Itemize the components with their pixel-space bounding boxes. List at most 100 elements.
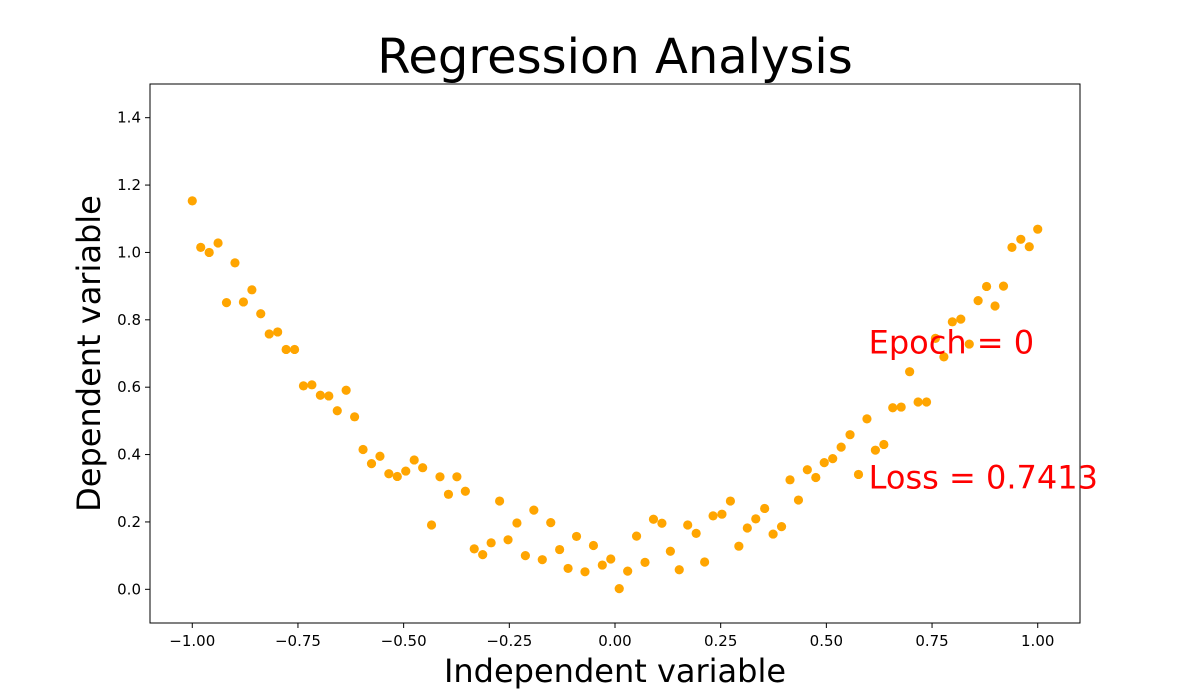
x-tick-label: −1.00 [169,632,215,650]
scatter-point [384,469,394,479]
scatter-point [956,314,966,324]
scatter-point [401,466,411,476]
scatter-point [990,301,1000,311]
scatter-point [273,327,283,337]
x-tick-label: 1.00 [1021,632,1054,650]
annotation-text: Epoch = 0 [869,324,1035,362]
scatter-point [264,329,274,339]
x-tick-label: 0.00 [598,632,631,650]
scatter-point [1016,234,1026,244]
y-tick-label: 0.8 [117,311,141,329]
scatter-point [375,451,385,461]
y-tick-label: 1.4 [117,109,141,127]
scatter-point [392,471,402,482]
scatter-point [691,528,701,538]
chart-title: Regression Analysis [377,29,853,85]
scatter-point [981,281,992,292]
scatter-point [964,339,974,349]
scatter-point [350,412,360,422]
scatter-point [921,397,932,407]
scatter-point [913,397,923,407]
scatter-point [665,546,675,556]
scatter-point [230,258,240,268]
scatter-point [435,472,445,482]
scatter-point [1024,242,1034,252]
y-axis: 0.0 0.2 0.4 0.6 0.8 1.0 1.2 1.4 [117,109,150,598]
scatter-point [657,518,667,528]
scatter-point [426,520,437,530]
annotations: Epoch = 0 Loss = 0.7413 [869,324,1098,497]
scatter-point [648,514,659,524]
x-tick-label: 0.75 [915,632,948,650]
scatter-point [947,317,957,327]
scatter-point [512,518,522,528]
scatter-point [768,529,778,539]
scatter-point [563,563,573,574]
scatter-point [717,509,727,519]
scatter-point [289,344,300,355]
scatter-point [870,445,881,455]
scatter-point [358,444,368,455]
scatter-point [460,486,470,496]
scatter-point [776,522,787,532]
scatter-point [529,505,539,515]
scatter-point [853,469,864,480]
scatter-point [751,514,761,524]
scatter-point [905,367,915,377]
y-tick-label: 1.2 [117,176,141,194]
scatter-point [588,540,599,551]
scatter-point [418,463,428,473]
scatter-point [213,238,223,248]
scatter-point [734,541,744,551]
scatter-point [879,439,889,450]
scatter-point [238,297,249,307]
scatter-point [845,430,855,440]
y-tick-label: 0.0 [117,580,141,598]
scatter-point [631,531,642,541]
scatter-point [862,414,872,424]
x-axis-title: Independent variable [444,652,786,690]
scatter-point [315,390,325,400]
scatter-point [341,385,351,395]
scatter-point [802,465,812,475]
scatter-point [998,281,1009,291]
scatter-point [623,566,633,576]
x-tick-label: 0.50 [810,632,843,650]
scatter-point [896,402,906,412]
scatter-point [597,560,607,570]
scatter-point [298,381,309,391]
x-axis: −1.00 −0.75 −0.50 −0.25 0.00 0.25 0.50 0.75 1.00 [169,623,1054,650]
scatter-point [760,503,770,514]
y-axis-title: Dependent variable [70,195,108,512]
scatter-point [614,584,624,594]
scatter-point [443,489,454,499]
scatter-point [888,403,898,413]
scatter-point [708,511,718,521]
scatter-point [520,551,530,561]
scatter-point [606,554,616,564]
scatter-point [409,455,419,465]
y-tick-label: 0.4 [117,446,141,464]
scatter-point [819,458,829,468]
scatter-point [725,496,736,506]
scatter-point [700,557,710,567]
x-tick-label: −0.50 [381,632,427,650]
scatter-point [939,352,949,362]
scatter-point [324,391,334,401]
scatter-point [247,285,257,295]
scatter-point [187,196,197,206]
scatter-point [1007,242,1017,252]
scatter-point [742,523,752,533]
scatter-point [555,544,565,555]
scatter-point [469,544,479,554]
scatter-point [811,472,821,483]
scatter-point [204,247,214,258]
scatter-point [537,555,547,565]
scatter-point [836,442,846,452]
scatter-point [332,406,342,416]
scatter-point [307,380,317,390]
scatter-point [366,459,377,469]
scatter-point [674,565,684,575]
scatter-point [281,344,291,355]
